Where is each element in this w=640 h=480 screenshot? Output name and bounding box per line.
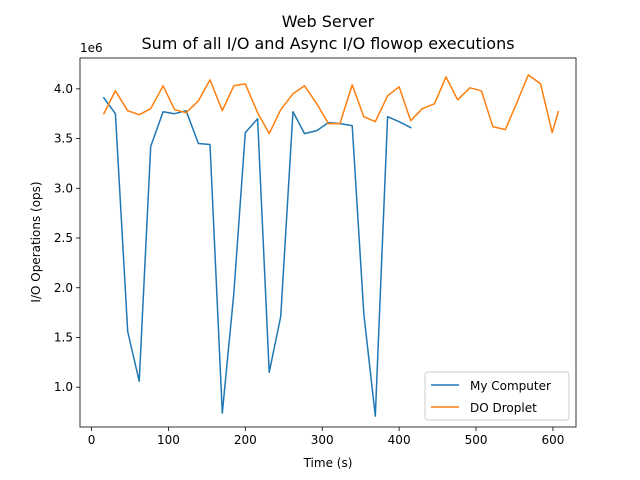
legend-label-my-computer: My Computer <box>470 379 551 393</box>
y-tick-label: 2.5 <box>54 231 73 245</box>
x-tick-label: 100 <box>157 433 180 447</box>
legend-label-do-droplet: DO Droplet <box>470 401 537 415</box>
x-axis-label: Time (s) <box>303 456 353 470</box>
x-tick-label: 400 <box>388 433 411 447</box>
y-tick-label: 1.0 <box>54 380 73 394</box>
chart-subtitle: Sum of all I/O and Async I/O flowop exec… <box>141 34 514 53</box>
y-axis-ticks: 1.0 1.5 2.0 2.5 3.0 3.5 4.0 <box>54 82 80 394</box>
legend: My Computer DO Droplet <box>424 371 570 421</box>
y-tick-label: 3.5 <box>54 132 73 146</box>
y-axis-label: I/O Operations (ops) <box>29 181 43 302</box>
x-tick-label: 0 <box>88 433 96 447</box>
legend-box <box>424 371 570 421</box>
y-offset-label: 1e6 <box>80 41 103 55</box>
x-tick-label: 600 <box>541 433 564 447</box>
plot-lines <box>102 74 560 417</box>
y-tick-label: 2.0 <box>54 281 73 295</box>
plot-frame <box>79 57 577 428</box>
y-tick-label: 4.0 <box>54 82 73 96</box>
y-tick-label: 1.5 <box>54 330 73 344</box>
series-line-do-droplet <box>102 74 560 135</box>
x-tick-label: 500 <box>465 433 488 447</box>
y-tick-label: 3.0 <box>54 181 73 195</box>
x-tick-label: 200 <box>234 433 257 447</box>
x-axis-ticks: 0 100 200 300 400 500 600 <box>88 427 564 447</box>
x-tick-label: 300 <box>311 433 334 447</box>
series-line-my-computer <box>102 96 412 417</box>
chart-title: Web Server <box>282 12 375 31</box>
